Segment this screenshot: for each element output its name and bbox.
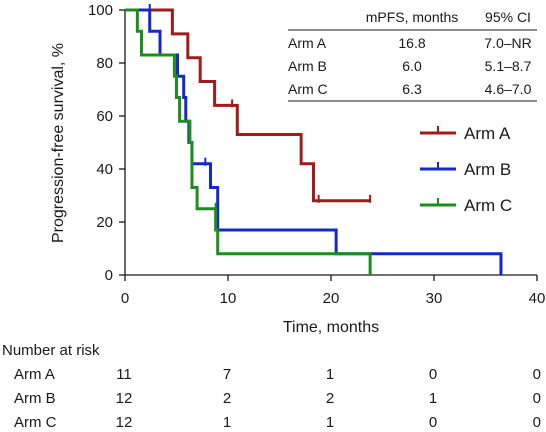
x-axis-title: Time, months [283,319,379,336]
summary-cell: 5.1–8.7 [485,58,532,74]
survival-curves [125,4,503,275]
risk-row-label: Arm B [14,390,56,407]
risk-value: 1 [326,366,334,383]
summary-cell: 4.6–7.0 [485,81,532,97]
y-tick-label: 100 [88,2,113,19]
y-tick-label: 0 [105,267,113,284]
risk-row-label: Arm C [14,414,57,431]
risk-value: 0 [429,366,437,383]
survival-curve-arm-a [125,8,371,203]
summary-cell: 16.8 [398,35,425,51]
y-tick-label: 80 [96,55,113,72]
summary-row-label: Arm B [288,58,327,74]
x-tick-label: 40 [529,290,546,307]
risk-value: 0 [533,366,541,383]
number-at-risk-title: Number at risk [2,342,100,359]
summary-row-label: Arm C [288,81,328,97]
legend-label: Arm A [464,124,511,143]
risk-value: 0 [429,414,437,431]
y-axis-title: Progression-free survival, % [50,43,67,243]
risk-value: 1 [429,390,437,407]
risk-value: 12 [116,390,133,407]
summary-table: mPFS, months 95% CI Arm A 16.8 7.0–NR Arm B 6.… [288,9,537,102]
risk-value: 11 [116,366,132,383]
legend: Arm A Arm B Arm C [420,124,512,215]
risk-value: 0 [533,390,541,407]
series-arm-a [125,8,372,203]
summary-cell: 7.0–NR [484,35,531,51]
summary-row-label: Arm A [288,35,327,51]
series-arm-c [125,8,372,275]
x-tick-label: 20 [323,290,340,307]
x-tick-label: 30 [426,290,443,307]
y-axis-ticks: 0 20 40 60 80 100 [88,2,125,284]
risk-value: 7 [223,366,231,383]
summary-cell: 6.0 [402,58,422,74]
risk-value: 2 [223,390,231,407]
risk-value: 12 [116,414,133,431]
summary-cell: 6.3 [402,81,422,97]
x-tick-label: 10 [220,290,237,307]
x-tick-label: 0 [121,290,129,307]
x-axis-ticks: 0 10 20 30 40 [121,275,546,307]
y-tick-label: 60 [96,108,113,125]
summary-header-cell: mPFS, months [366,9,459,25]
y-tick-label: 40 [96,161,113,178]
risk-value: 0 [533,414,541,431]
risk-row-label: Arm A [14,366,55,383]
y-tick-label: 20 [96,214,113,231]
risk-value: 2 [326,390,334,407]
risk-value: 1 [223,414,231,431]
summary-header-cell: 95% CI [485,9,531,25]
risk-value: 1 [326,414,334,431]
legend-label: Arm C [464,196,512,215]
legend-label: Arm B [464,160,511,179]
survival-curve-arm-c [125,8,372,275]
